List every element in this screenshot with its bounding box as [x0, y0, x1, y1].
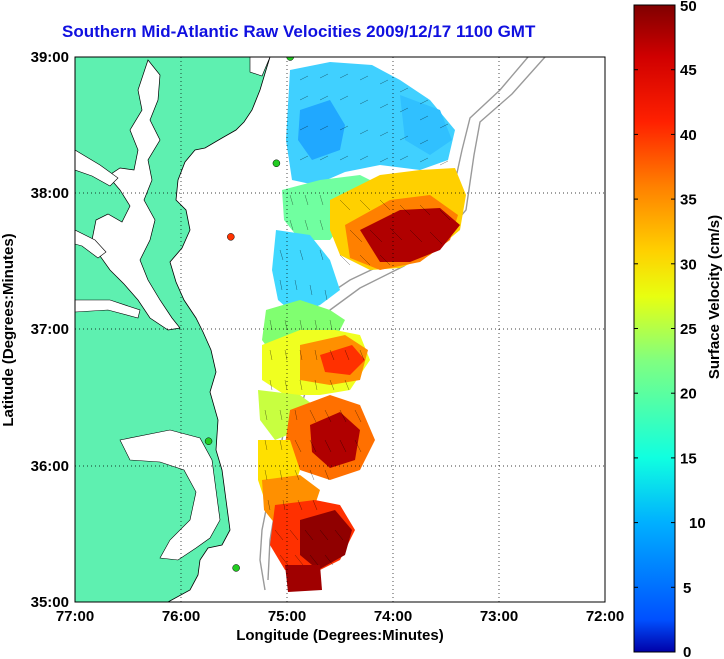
- map-frame: [74, 56, 606, 603]
- map-title: Southern Mid-Atlantic Raw Velocities 200…: [62, 22, 536, 41]
- y-tick-label: 38:00: [31, 185, 69, 202]
- x-axis-title: Longitude (Degrees:Minutes): [236, 627, 444, 644]
- map-gridlines: [75, 57, 605, 602]
- colorbar-tick-label: 5: [683, 580, 691, 597]
- river-inlet: [75, 299, 141, 319]
- x-tick-label: 72:00: [586, 608, 624, 625]
- colorbar-tick-label: 15: [680, 450, 697, 467]
- y-tick-label: 39:00: [31, 49, 69, 66]
- y-tick-label: 35:00: [31, 594, 69, 611]
- chesapeake-bay: [91, 59, 181, 331]
- station-marker: [286, 57, 294, 61]
- y-axis: 39:00 38:00 37:00 36:00 35:00 Latitude (…: [0, 49, 69, 611]
- x-tick-label: 75:00: [268, 608, 306, 625]
- x-tick-label: 73:00: [480, 608, 518, 625]
- velocity-arrows: [264, 73, 451, 566]
- colorbar-tick-label: 0: [683, 644, 691, 659]
- delaware-bay: [249, 57, 271, 77]
- colorbar-tick-label: 10: [689, 515, 706, 532]
- x-tick-label: 76:00: [162, 608, 200, 625]
- station-markers: [204, 57, 294, 572]
- river-inlet: [75, 229, 107, 259]
- y-axis-title: Latitude (Degrees:Minutes): [0, 233, 17, 426]
- station-marker: [232, 564, 240, 572]
- colorbar: 50 45 40 35 30 25 20 15 10 5 0 Surface V…: [633, 0, 723, 659]
- station-marker: [204, 437, 213, 445]
- velocity-field: [258, 62, 466, 592]
- colorbar-gradient: [633, 4, 676, 653]
- colorbar-tick-label: 50: [680, 0, 697, 15]
- y-tick-label: 37:00: [31, 321, 69, 338]
- x-tick-label: 77:00: [56, 608, 94, 625]
- colorbar-tick-label: 45: [680, 62, 697, 79]
- colorbar-title: Surface Velocity (cm/s): [706, 215, 723, 379]
- colorbar-tick-label: 40: [680, 127, 697, 144]
- y-tick-label: 36:00: [31, 458, 69, 475]
- pamlico-sound: [119, 429, 221, 561]
- colorbar-tick-label: 30: [680, 256, 697, 273]
- colorbar-tick-label: 20: [680, 386, 697, 403]
- colorbar-tick-label: 25: [680, 321, 697, 338]
- station-marker: [272, 159, 281, 168]
- station-marker: [227, 233, 235, 241]
- x-tick-label: 74:00: [374, 608, 412, 625]
- colorbar-tick-label: 35: [680, 192, 697, 209]
- x-axis: 77:00 76:00 75:00 74:00 73:00 72:00 Long…: [56, 608, 624, 644]
- river-inlet: [75, 149, 119, 187]
